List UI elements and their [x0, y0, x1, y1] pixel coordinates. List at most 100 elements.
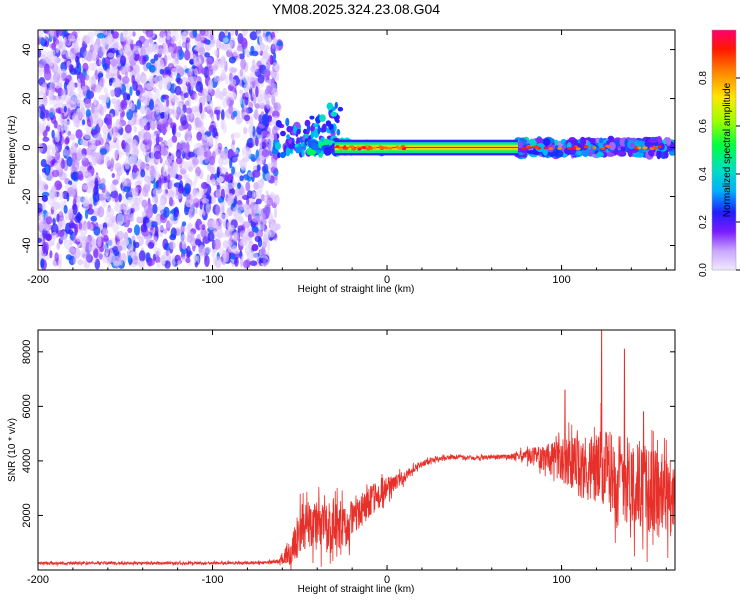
spectrogram-noise-blob: [109, 163, 114, 172]
spectrogram-noise-blob: [68, 220, 75, 229]
snr-line-layer: [38, 330, 675, 570]
spectrogram-peak-spot: [387, 146, 393, 150]
spectrogram-peak-spot: [570, 146, 577, 150]
spectrogram-noise-blob: [214, 148, 222, 156]
spectrogram-noise-blob: [227, 174, 231, 182]
spectrogram-noise-blob: [229, 67, 238, 73]
spectrogram-noise-blob: [111, 31, 120, 39]
spectrogram-transition-blob: [319, 114, 326, 122]
spectrogram-noise-blob: [253, 191, 259, 199]
spectrogram-transition-blob: [288, 139, 293, 144]
spectrogram-noise-blob: [73, 119, 78, 128]
spectrogram-noise-blob: [192, 30, 198, 38]
spectrogram-noise-blob: [71, 204, 77, 211]
spectrogram-noise-blob: [170, 227, 177, 239]
spectrogram-noise-blob: [260, 212, 266, 221]
spectrogram-noise-blob: [58, 210, 63, 216]
spectrogram-band-blob: [307, 149, 316, 156]
spectrogram-noise-blob: [58, 259, 62, 270]
spectrogram-noise-blob: [81, 119, 86, 126]
spectrogram-noise-blob: [220, 109, 225, 121]
spectrogram-y-tick-label: 40: [21, 43, 33, 55]
spectrogram-noise-blob: [261, 149, 270, 158]
spectrogram-noise-blob: [215, 189, 221, 199]
spectrogram-noise-blob: [103, 63, 108, 71]
spectrogram-noise-blob: [62, 148, 69, 156]
spectrogram-noise-blob: [181, 41, 187, 49]
spectrogram-noise-blob: [152, 188, 160, 196]
spectrogram-noise-blob: [75, 129, 83, 139]
spectrogram-noise-blob: [241, 30, 248, 37]
spectrogram-noise-blob: [269, 55, 274, 65]
spectrogram-noise-blob: [249, 31, 258, 41]
spectrogram-noise-blob: [199, 30, 206, 36]
spectrogram-noise-blob: [99, 191, 107, 203]
spectrogram-noise-blob: [164, 158, 173, 166]
spectrogram-noise-blob: [256, 164, 261, 172]
spectrogram-noise-blob: [206, 68, 214, 76]
spectrogram-noise-blob: [76, 150, 83, 161]
spectrogram-noise-blob: [228, 193, 234, 204]
spectrogram-noise-blob: [122, 92, 129, 101]
spectrogram-noise-blob: [54, 83, 61, 89]
spectrogram-noise-blob: [261, 246, 266, 257]
spectrogram-noise-blob: [105, 247, 110, 257]
spectrogram-noise-blob: [125, 138, 134, 144]
spectrogram-noise-blob: [268, 142, 273, 151]
spectrogram-noise-blob: [273, 52, 277, 61]
spectrogram-noise-blob: [82, 196, 90, 207]
spectrogram-noise-blob: [173, 206, 179, 218]
snr-x-ticks: -200 -100 0 100: [27, 330, 667, 586]
spectrogram-peak-spot: [339, 147, 344, 151]
spectrogram-noise-blob: [242, 221, 251, 229]
spectrogram-peak-spot: [343, 145, 347, 149]
spectrogram-noise-blob: [76, 99, 85, 108]
spectrogram-noise-blob: [210, 166, 216, 175]
spectrogram-noise-blob: [269, 106, 274, 114]
spectrogram-noise-blob: [239, 175, 244, 182]
spectrogram-noise-blob: [216, 227, 223, 239]
spectrogram-noise-blob: [148, 75, 155, 83]
spectrogram-noise-blob: [118, 32, 127, 42]
colorbar-tick-label: 0.4: [698, 167, 709, 181]
spectrogram-noise-blob: [154, 150, 162, 160]
spectrogram-noise-blob: [163, 74, 171, 85]
spectrogram-noise-blob: [229, 37, 236, 49]
spectrogram-noise-blob: [167, 54, 172, 61]
spectrogram-noise-blob: [190, 189, 199, 198]
spectrogram-transition-blob: [274, 142, 282, 150]
spectrogram-noise-blob: [116, 213, 125, 226]
spectrogram-noise-blob: [38, 202, 43, 214]
spectrogram-noise-blob: [57, 218, 63, 231]
spectrogram-noise-blob: [273, 160, 278, 168]
spectrogram-noise-blob: [192, 157, 199, 166]
spectrogram-transition-blob: [326, 102, 333, 111]
spectrogram-noise-blob: [263, 195, 268, 204]
spectrogram-noise-blob: [126, 83, 131, 91]
spectrogram-noise-blob: [54, 252, 59, 262]
spectrogram-noise-blob: [228, 56, 236, 64]
spectrogram-transition-blob: [321, 123, 327, 133]
spectrogram-noise-blob: [102, 182, 106, 189]
spectrogram-noise-blob: [184, 183, 191, 195]
spectrogram-noise-blob: [45, 233, 52, 241]
spectrogram-noise-blob: [147, 241, 155, 249]
spectrogram-noise-blob: [252, 203, 259, 214]
spectrogram-noise-blob: [205, 202, 211, 215]
spectrogram-noise-blob: [85, 252, 92, 262]
spectrogram-noise-blob: [214, 89, 221, 99]
spectrogram-noise-blob: [121, 76, 130, 85]
spectrogram-band-blob: [580, 137, 587, 147]
spectrogram-peak-spot: [395, 145, 399, 149]
spectrogram-noise-blob: [268, 78, 274, 86]
spectrogram-noise-blob: [259, 42, 265, 51]
spectrogram-noise-blob: [198, 244, 205, 256]
spectrogram-noise-blob: [252, 112, 259, 119]
spectrogram-noise-blob: [154, 61, 158, 69]
spectrogram-noise-blob: [49, 30, 55, 37]
spectrogram-noise-blob: [63, 105, 67, 113]
spectrogram-noise-blob: [191, 195, 199, 204]
spectrogram-noise-blob: [266, 133, 274, 144]
spectrogram-transition-blob: [277, 152, 281, 159]
spectrogram-noise-blob: [76, 78, 81, 90]
